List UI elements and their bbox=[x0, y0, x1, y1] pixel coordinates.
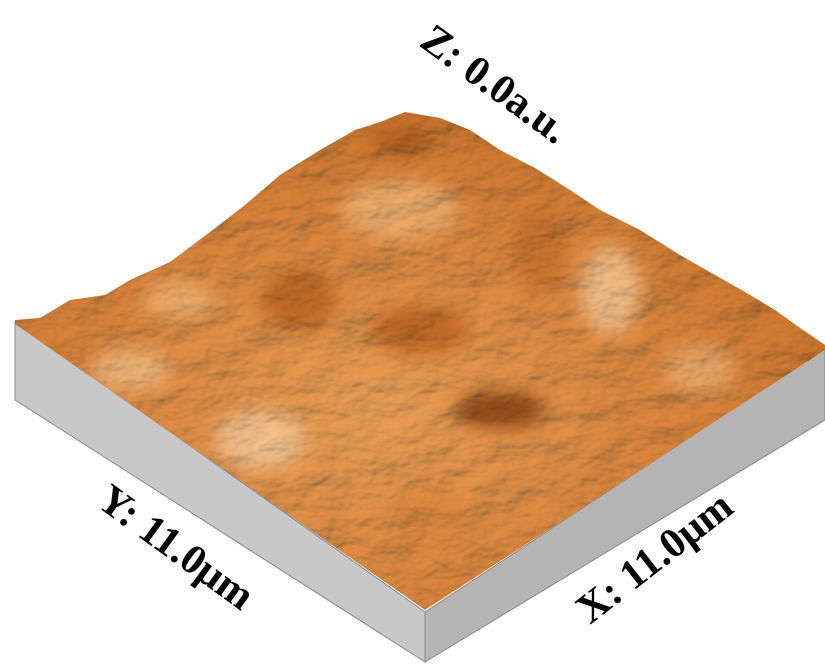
afm-figure: Z: 0.0a.u. Y: 11.0μm X: 11.0μm bbox=[14, 16, 825, 663]
